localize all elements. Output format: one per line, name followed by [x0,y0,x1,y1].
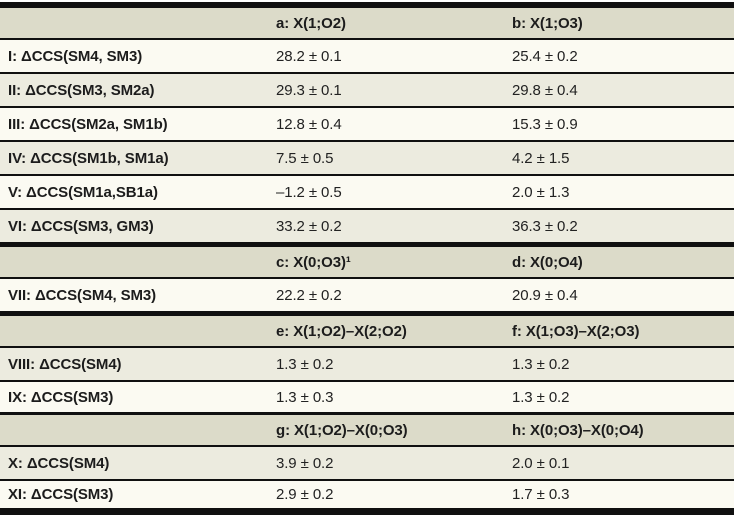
value-a: 2.9 ± 0.2 [276,486,334,503]
table-row-IX: IX: ΔCCS(SM3) 1.3 ± 0.3 1.3 ± 0.2 [0,382,734,412]
value-b: 36.3 ± 0.2 [512,217,578,235]
row-label: II: ΔCCS(SM3, SM2a) [8,81,155,99]
delta-ccs-table: a: X(1;O2) b: X(1;O3) I: ΔCCS(SM4, SM3) … [0,2,734,515]
column-header-g: g: X(1;O2)–X(0;O3) [276,421,408,439]
value-b: 4.2 ± 1.5 [512,149,570,167]
table-row-I: I: ΔCCS(SM4, SM3) 28.2 ± 0.1 25.4 ± 0.2 [0,40,734,74]
value-a: 1.3 ± 0.3 [276,388,334,406]
row-label: VII: ΔCCS(SM4, SM3) [8,286,157,304]
value-b: 29.8 ± 0.4 [512,81,578,99]
value-a: 3.9 ± 0.2 [276,454,334,472]
value-a: 7.5 ± 0.5 [276,149,334,167]
table-row-VI: VI: ΔCCS(SM3, GM3) 33.2 ± 0.2 36.3 ± 0.2 [0,210,734,242]
row-label: IV: ΔCCS(SM1b, SM1a) [8,149,169,167]
section-divider [0,311,734,316]
table-row-VII: VII: ΔCCS(SM4, SM3) 22.2 ± 0.2 20.9 ± 0.… [0,279,734,311]
value-b: 2.0 ± 0.1 [512,454,570,472]
table-header-row-ab: a: X(1;O2) b: X(1;O3) [0,8,734,40]
value-b: 15.3 ± 0.9 [512,115,578,133]
table-row-VIII: VIII: ΔCCS(SM4) 1.3 ± 0.2 1.3 ± 0.2 [0,348,734,382]
table-row-XI: XI: ΔCCS(SM3) 2.9 ± 0.2 1.7 ± 0.3 [0,481,734,508]
table-header-row-gh: g: X(1;O2)–X(0;O3) h: X(0;O3)–X(0;O4) [0,415,734,447]
value-a: 33.2 ± 0.2 [276,217,342,235]
value-a: 29.3 ± 0.1 [276,81,342,99]
row-label: I: ΔCCS(SM4, SM3) [8,47,143,65]
column-header-a: a: X(1;O2) [276,14,346,32]
value-b: 1.7 ± 0.3 [512,486,570,503]
value-a: 22.2 ± 0.2 [276,286,342,304]
value-a: 28.2 ± 0.1 [276,47,342,65]
table-bottom-border [0,508,734,515]
table-header-row-cd: c: X(0;O3)¹ d: X(0;O4) [0,247,734,279]
row-label: VIII: ΔCCS(SM4) [8,355,122,373]
value-a: 12.8 ± 0.4 [276,115,342,133]
column-header-f: f: X(1;O3)–X(2;O3) [512,322,640,340]
row-label: X: ΔCCS(SM4) [8,454,110,472]
value-b: 1.3 ± 0.2 [512,355,570,373]
table-row-III: III: ΔCCS(SM2a, SM1b) 12.8 ± 0.4 15.3 ± … [0,108,734,142]
value-b: 1.3 ± 0.2 [512,388,570,406]
section-divider [0,242,734,247]
row-label: III: ΔCCS(SM2a, SM1b) [8,115,168,133]
value-b: 25.4 ± 0.2 [512,47,578,65]
row-label: V: ΔCCS(SM1a,SB1a) [8,183,158,201]
value-a: 1.3 ± 0.2 [276,355,334,373]
row-label: IX: ΔCCS(SM3) [8,388,114,406]
row-label: XI: ΔCCS(SM3) [8,486,114,503]
column-header-e: e: X(1;O2)–X(2;O2) [276,322,407,340]
table-header-row-ef: e: X(1;O2)–X(2;O2) f: X(1;O3)–X(2;O3) [0,316,734,348]
value-b: 20.9 ± 0.4 [512,286,578,304]
value-b: 2.0 ± 1.3 [512,183,570,201]
column-header-b: b: X(1;O3) [512,14,583,32]
table-row-II: II: ΔCCS(SM3, SM2a) 29.3 ± 0.1 29.8 ± 0.… [0,74,734,108]
table-row-V: V: ΔCCS(SM1a,SB1a) –1.2 ± 0.5 2.0 ± 1.3 [0,176,734,210]
table-top-border [0,2,734,8]
value-a: –1.2 ± 0.5 [276,183,342,201]
row-label: VI: ΔCCS(SM3, GM3) [8,217,154,235]
table-row-X: X: ΔCCS(SM4) 3.9 ± 0.2 2.0 ± 0.1 [0,447,734,481]
column-header-h: h: X(0;O3)–X(0;O4) [512,421,644,439]
table-row-IV: IV: ΔCCS(SM1b, SM1a) 7.5 ± 0.5 4.2 ± 1.5 [0,142,734,176]
column-header-d: d: X(0;O4) [512,253,583,271]
section-divider [0,412,734,415]
column-header-c: c: X(0;O3)¹ [276,253,351,271]
